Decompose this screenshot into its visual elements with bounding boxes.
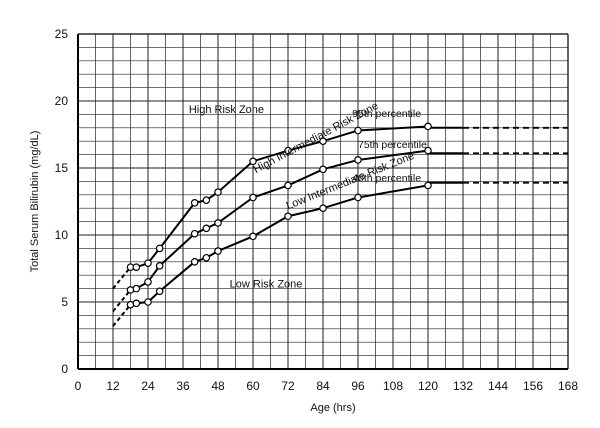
data-point bbox=[424, 122, 432, 131]
data-point bbox=[190, 229, 199, 238]
data-point bbox=[144, 298, 152, 306]
y-tick-label: 15 bbox=[55, 161, 69, 175]
series-lead-in bbox=[112, 266, 132, 290]
data-point bbox=[214, 188, 222, 196]
data-point bbox=[155, 244, 164, 253]
x-tick-label: 36 bbox=[176, 379, 190, 393]
x-tick-label: 144 bbox=[488, 379, 508, 393]
x-tick-label: 72 bbox=[281, 379, 295, 393]
data-point bbox=[202, 224, 211, 233]
data-point bbox=[132, 299, 141, 308]
data-point bbox=[249, 232, 257, 241]
data-point bbox=[144, 278, 152, 286]
x-tick-label: 84 bbox=[316, 379, 330, 393]
x-tick-label: 12 bbox=[106, 379, 120, 393]
axes bbox=[77, 33, 569, 370]
y-axis-label: Total Serum Bilirubin (mg/dL) bbox=[29, 131, 41, 273]
x-tick-label: 0 bbox=[75, 379, 82, 393]
x-tick-label: 48 bbox=[211, 379, 225, 393]
data-point bbox=[319, 204, 327, 213]
data-point bbox=[284, 212, 292, 221]
data-point bbox=[319, 165, 327, 174]
risk-zone-label: High Risk Zone bbox=[189, 104, 264, 116]
percentile-label: 75th percentile bbox=[358, 139, 427, 151]
x-tick-label: 132 bbox=[453, 379, 473, 393]
x-axis-label: Age (hrs) bbox=[310, 402, 355, 414]
x-tick-label: 96 bbox=[351, 379, 365, 393]
data-point bbox=[155, 262, 164, 270]
y-tick-label: 10 bbox=[55, 228, 69, 242]
grid bbox=[77, 33, 569, 370]
x-tick-label: 24 bbox=[141, 379, 155, 393]
series-lead-in bbox=[112, 304, 132, 327]
data-point bbox=[214, 247, 222, 255]
data-point bbox=[190, 199, 199, 207]
data-points bbox=[126, 122, 432, 309]
data-point bbox=[155, 287, 164, 296]
series-lead-in bbox=[112, 289, 132, 313]
data-point bbox=[132, 263, 141, 271]
data-point bbox=[214, 219, 222, 227]
data-point bbox=[319, 137, 327, 146]
y-tick-label: 20 bbox=[55, 94, 69, 108]
data-point bbox=[202, 253, 211, 262]
data-point bbox=[202, 196, 211, 204]
data-point bbox=[190, 257, 199, 266]
data-point bbox=[132, 284, 141, 293]
data-point bbox=[144, 259, 152, 267]
data-point bbox=[284, 181, 292, 190]
x-tick-label: 120 bbox=[418, 379, 438, 393]
x-tick-label: 108 bbox=[383, 379, 403, 393]
tick-labels: 0 12 24 36 48 60 72 84 96 108 120 132 144 156 168 0 5 10 1… bbox=[55, 27, 579, 393]
y-tick-label: 0 bbox=[61, 362, 68, 376]
x-tick-label: 60 bbox=[246, 379, 260, 393]
risk-zone-label: Low Risk Zone bbox=[230, 278, 303, 290]
y-tick-label: 25 bbox=[55, 27, 69, 41]
x-tick-label: 168 bbox=[558, 379, 578, 393]
y-tick-label: 5 bbox=[61, 295, 68, 309]
x-tick-label: 156 bbox=[523, 379, 543, 393]
data-point bbox=[249, 157, 257, 166]
data-point bbox=[354, 193, 362, 202]
percentile-label: 40th percentile bbox=[352, 172, 421, 184]
data-point bbox=[284, 146, 292, 155]
data-point bbox=[424, 146, 432, 155]
data-point bbox=[249, 193, 257, 202]
data-point bbox=[424, 181, 432, 190]
data-point bbox=[354, 156, 362, 164]
percentile-label: 95th percentile bbox=[352, 108, 421, 120]
data-point bbox=[354, 126, 362, 135]
